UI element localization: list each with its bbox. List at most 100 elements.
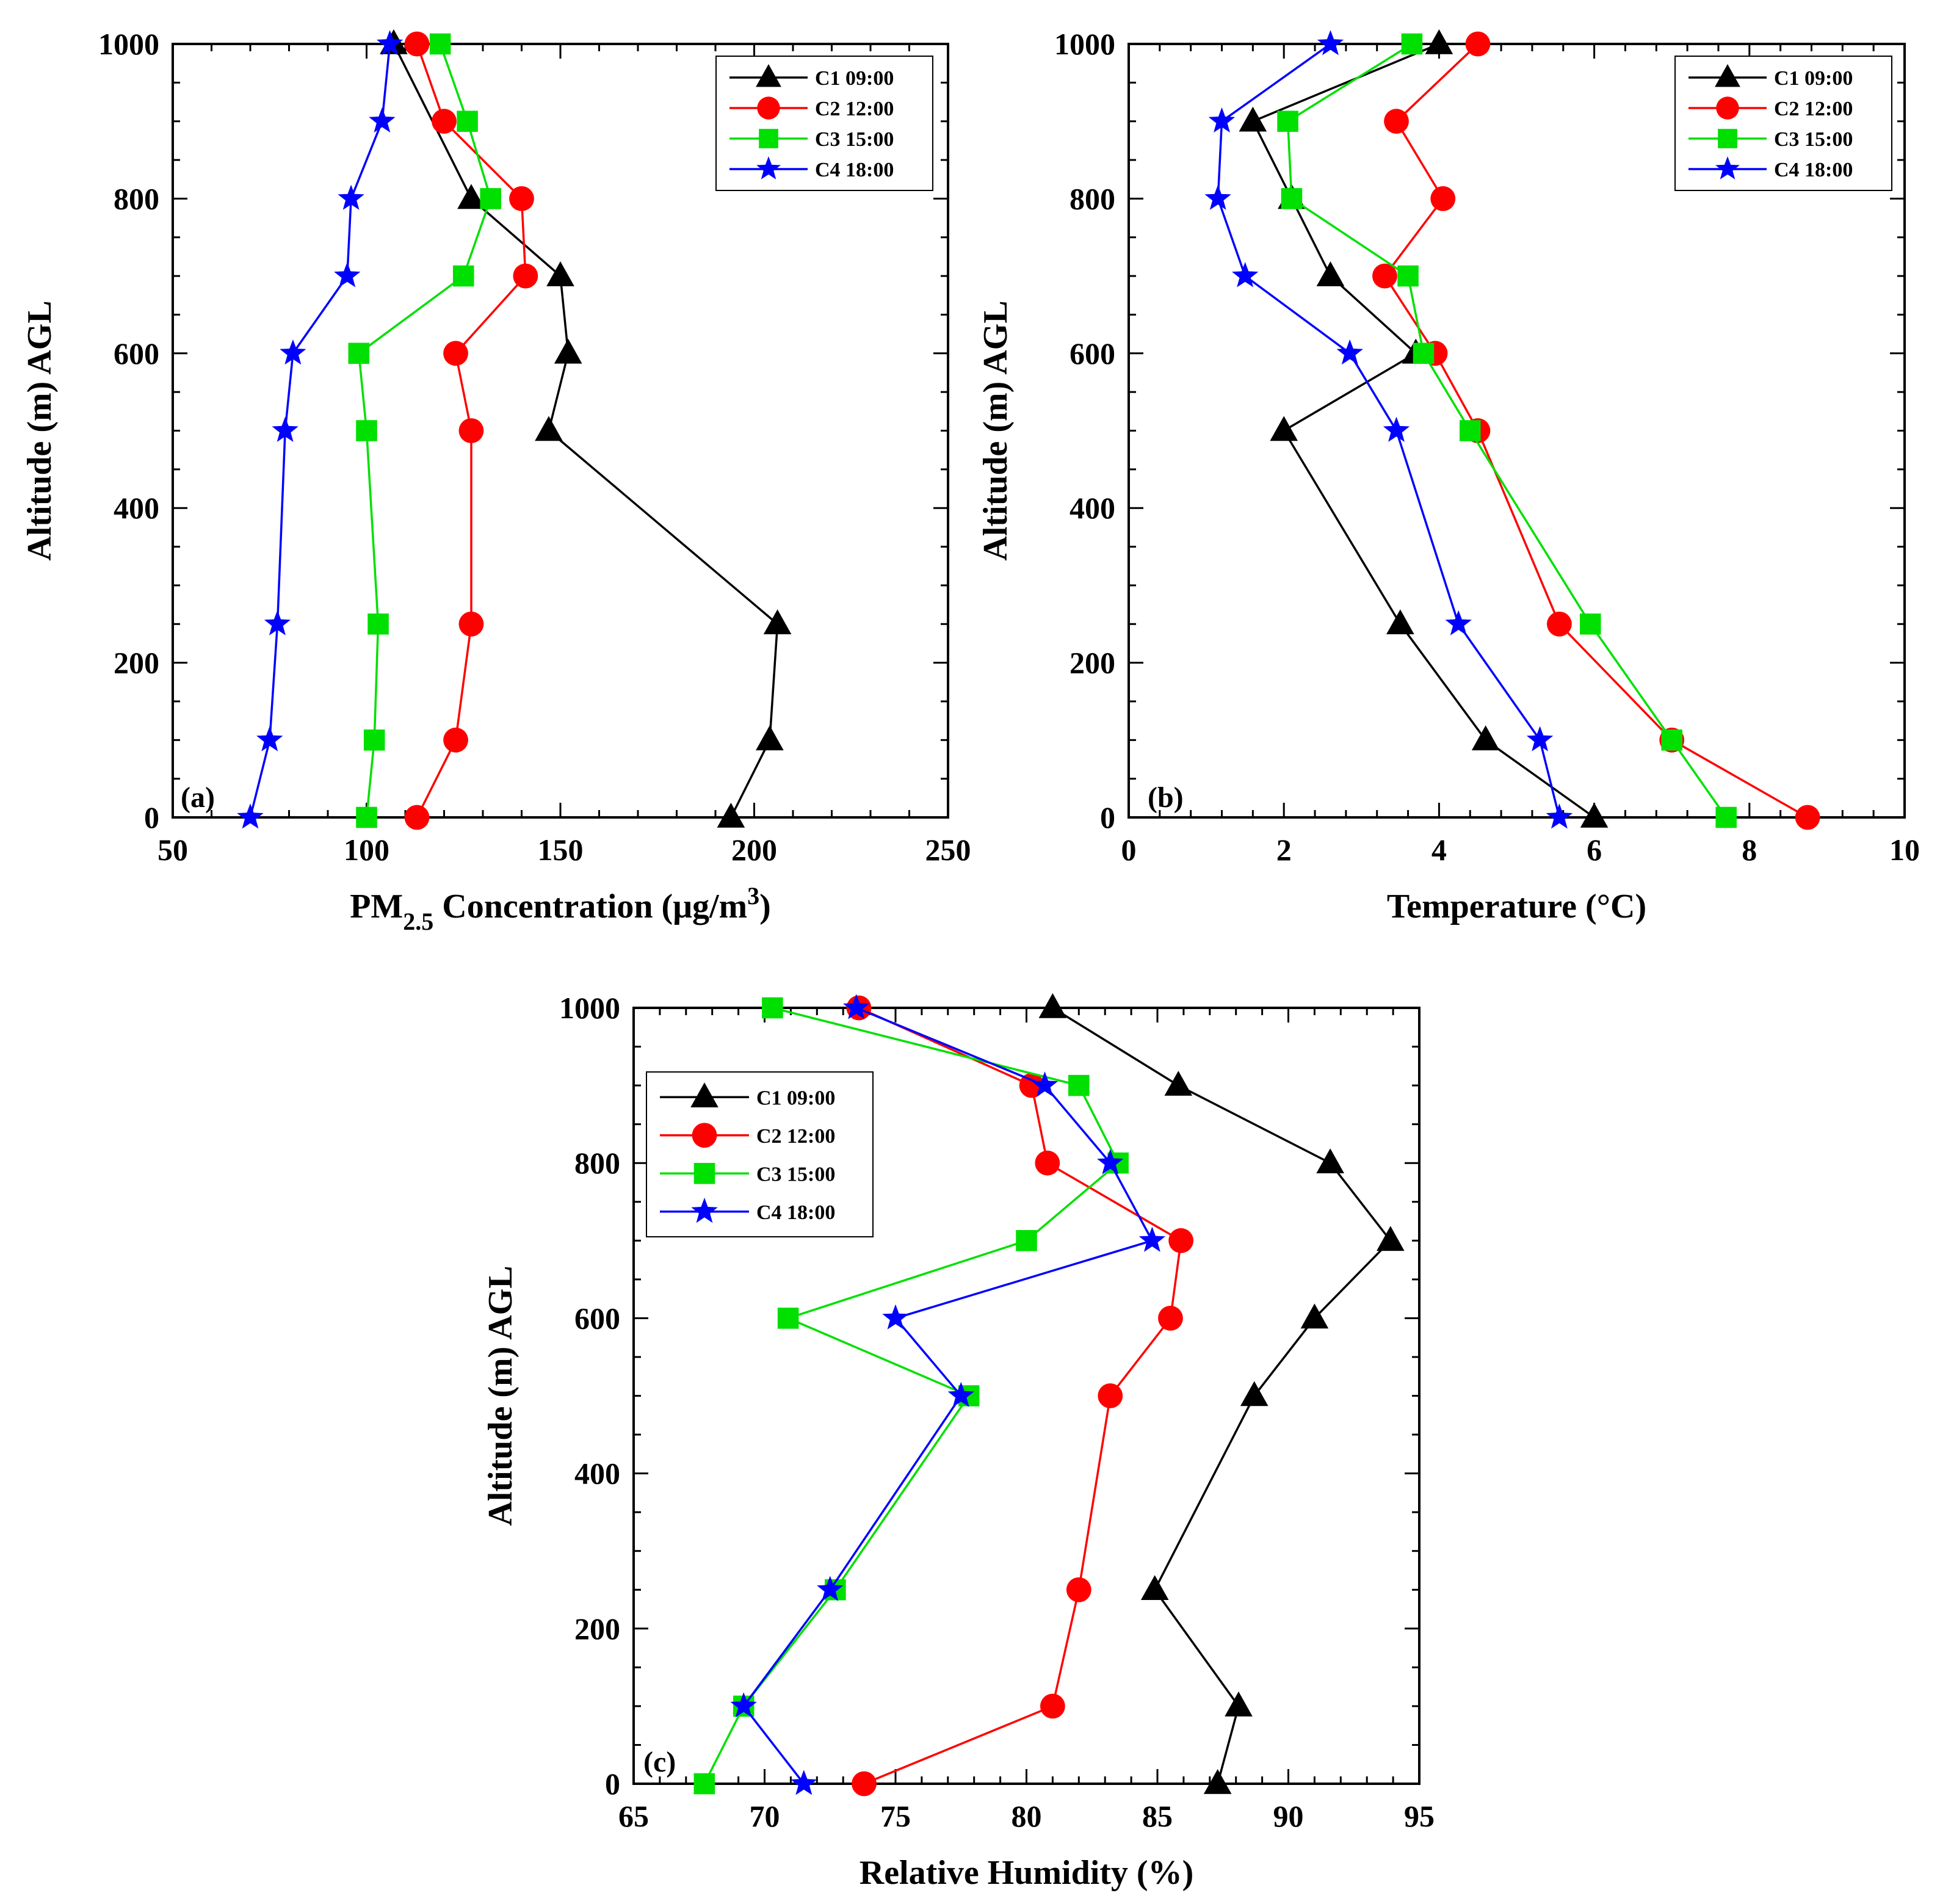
data-point	[1019, 1073, 1044, 1098]
series-c3	[348, 33, 501, 828]
data-point	[458, 418, 484, 443]
data-point	[1158, 1306, 1183, 1331]
data-point	[457, 184, 485, 209]
data-point	[1035, 1150, 1060, 1176]
data-point	[1300, 1303, 1329, 1329]
series-c3	[1277, 33, 1737, 828]
y-tick-label: 400	[1070, 491, 1115, 525]
data-point	[480, 188, 501, 209]
legend-label: C4 18:00	[815, 159, 894, 181]
data-point	[369, 107, 396, 133]
data-point	[1164, 1071, 1193, 1096]
x-tick-label: 4	[1431, 833, 1447, 867]
data-point	[404, 805, 430, 830]
legend-marker	[759, 129, 778, 148]
x-tick-label: 150	[538, 833, 584, 867]
series-c4	[237, 30, 404, 829]
data-point	[443, 727, 468, 753]
data-point	[554, 338, 582, 364]
data-point	[1336, 339, 1363, 365]
data-point	[1465, 31, 1491, 57]
legend-label: C1 09:00	[815, 67, 894, 90]
y-tick-label: 1000	[98, 27, 159, 61]
y-tick-label: 1000	[559, 991, 620, 1025]
data-point	[546, 261, 574, 286]
plot-frame	[1127, 43, 1906, 819]
data-point	[1526, 726, 1554, 751]
data-point	[777, 1308, 799, 1329]
y-tick-label: 1000	[1054, 27, 1115, 61]
series-line	[858, 1007, 1182, 1785]
data-point	[1372, 263, 1397, 289]
data-point	[457, 110, 478, 132]
x-tick-label: 6	[1587, 833, 1602, 867]
y-tick-label: 600	[574, 1301, 620, 1335]
data-point	[1204, 184, 1231, 210]
x-tick-label: 95	[1404, 1799, 1435, 1833]
data-point	[363, 729, 385, 751]
data-point	[1098, 1383, 1123, 1408]
data-point	[458, 611, 484, 637]
legend-marker	[693, 1162, 715, 1184]
y-tick-label: 600	[1070, 336, 1115, 371]
data-point	[1384, 109, 1409, 134]
data-point	[1413, 342, 1435, 364]
data-point	[1579, 613, 1601, 635]
panel-label: (b)	[1148, 781, 1184, 814]
legend-label: C3 15:00	[756, 1163, 835, 1185]
data-point	[730, 1692, 757, 1718]
data-point	[256, 726, 283, 751]
data-point	[272, 416, 299, 442]
legend-label: C1 09:00	[1774, 67, 1853, 90]
data-point	[762, 997, 783, 1019]
legend-marker	[692, 1123, 717, 1148]
data-point	[356, 806, 377, 828]
data-point	[535, 416, 563, 441]
legend-marker	[1718, 129, 1737, 148]
x-tick-label: 2	[1276, 833, 1292, 867]
data-point	[1240, 1381, 1269, 1406]
data-point	[1715, 806, 1737, 828]
x-tick-label: 8	[1742, 833, 1757, 867]
legend-marker	[1715, 64, 1740, 87]
legend-box	[646, 1071, 874, 1237]
data-point	[1031, 1071, 1059, 1097]
legend-label: C2 12:00	[815, 98, 894, 120]
legend-marker	[1715, 156, 1740, 179]
y-tick-label: 800	[114, 181, 159, 215]
panel-label: (a)	[181, 781, 215, 814]
data-point	[1425, 29, 1453, 54]
x-tick-label: 70	[750, 1799, 780, 1833]
x-axis-title: Relative Humidity (%)	[860, 1854, 1193, 1892]
series-c2	[846, 995, 1194, 1797]
data-point	[1068, 1074, 1090, 1096]
legend-label: C3 15:00	[815, 128, 894, 151]
legend-label: C1 09:00	[756, 1087, 835, 1109]
x-tick-label: 50	[157, 833, 188, 867]
data-point	[1140, 1575, 1169, 1601]
data-point	[452, 265, 474, 287]
data-point	[947, 1381, 974, 1407]
legend: C1 09:00 C2 12:00 C3 15:00 C4 18:00	[1674, 56, 1892, 191]
panel-label: (c)	[643, 1746, 676, 1778]
data-point	[376, 30, 404, 56]
y-tick-label: 800	[574, 1146, 620, 1180]
data-point	[1316, 1148, 1344, 1173]
plot-frame	[632, 1007, 1421, 1785]
x-tick-label: 100	[344, 833, 389, 867]
y-tick-label: 200	[114, 646, 159, 680]
y-tick-label: 200	[574, 1612, 620, 1646]
data-point	[1239, 106, 1267, 132]
y-tick-label: 0	[1100, 800, 1115, 834]
data-point	[717, 803, 745, 828]
legend-label: C4 18:00	[756, 1201, 835, 1224]
data-point	[1225, 1691, 1253, 1717]
data-point	[1038, 993, 1067, 1018]
data-point	[513, 263, 538, 289]
y-tick-label: 200	[1070, 646, 1115, 680]
legend-marker	[756, 156, 781, 179]
series-c2	[1372, 31, 1820, 830]
legend-label: C2 12:00	[1774, 98, 1853, 120]
x-tick-label: 90	[1273, 1799, 1304, 1833]
data-point	[1277, 110, 1298, 132]
